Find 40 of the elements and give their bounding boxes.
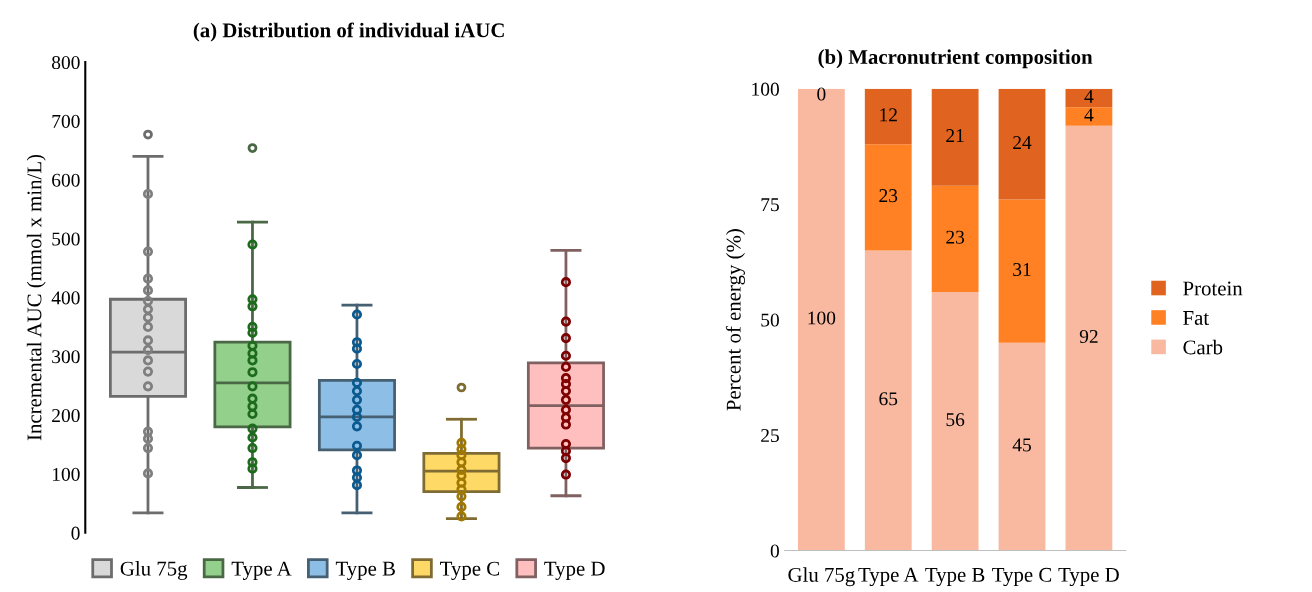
y-tick-label: 25 (761, 428, 779, 443)
x-tick-label: Type A (858, 567, 919, 587)
chart-title: (b) Macronutrient composition (818, 49, 1093, 69)
data-label: 100 (808, 311, 836, 325)
x-tick-label: Type C (992, 567, 1052, 587)
y-axis-title: Incremental AUC (mmol x min/L) (26, 154, 46, 441)
data-label: 31 (1013, 263, 1031, 277)
y-axis-title: Percent of energy (%) (725, 229, 745, 411)
y-tick-label: 50 (761, 313, 779, 327)
data-label: 12 (880, 108, 897, 122)
data-label: 23 (879, 189, 898, 203)
data-label: 4 (1084, 89, 1094, 103)
y-tick-label: 0 (770, 544, 779, 558)
x-tick-label: Type B (925, 567, 985, 587)
legend-label: Carb (1183, 339, 1223, 355)
y-tick-label: 100 (752, 82, 779, 96)
legend-label: Fat (1183, 311, 1210, 325)
data-label: 0 (817, 87, 826, 101)
data-label: 56 (946, 413, 965, 427)
data-label: 4 (1084, 108, 1094, 122)
data-label: 23 (946, 230, 965, 244)
data-label: 65 (879, 392, 898, 406)
data-label: 45 (1012, 438, 1031, 452)
y-tick-label: 800 (51, 55, 80, 70)
data-label: 21 (946, 129, 964, 142)
y-tick-label: 200 (52, 408, 80, 423)
y-tick-label: 400 (51, 291, 80, 305)
chart-title: (a) Distribution of individual iAUC (193, 22, 504, 42)
y-tick-label: 700 (52, 114, 80, 128)
y-tick-label: 300 (52, 350, 80, 364)
y-tick-label: 0 (71, 526, 80, 540)
y-tick-label: 500 (52, 232, 80, 246)
y-tick-label: 600 (52, 173, 80, 187)
x-tick-label: Glu 75g (788, 567, 855, 587)
y-tick-label: 100 (52, 467, 80, 481)
data-label: 92 (1079, 329, 1098, 344)
legend-label: Protein (1183, 281, 1243, 296)
x-tick-label: Type D (1058, 567, 1119, 587)
y-tick-label: 75 (761, 198, 779, 212)
data-label: 24 (1013, 136, 1032, 149)
